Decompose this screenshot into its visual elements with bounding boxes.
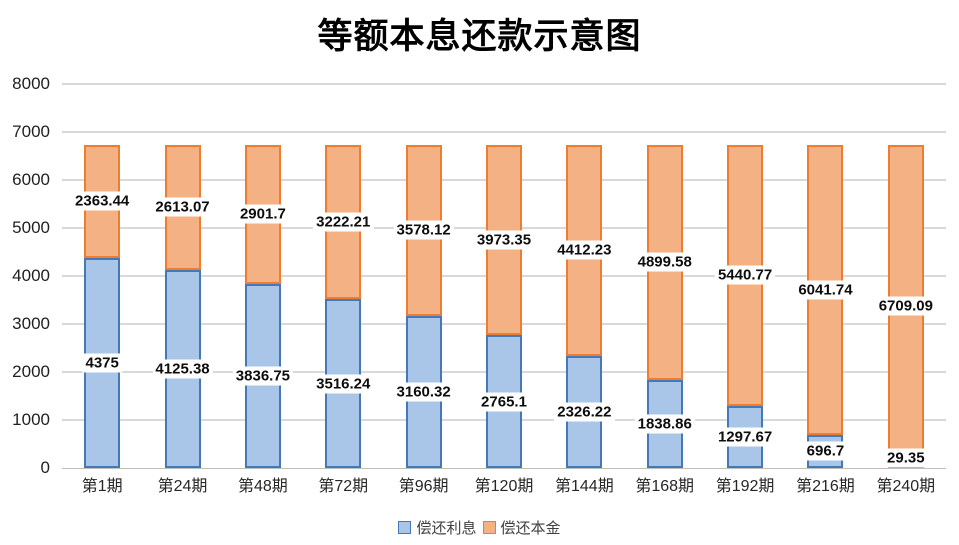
gridline bbox=[62, 131, 946, 133]
interest-value-label: 3160.32 bbox=[393, 382, 454, 402]
x-tick-label: 第48期 bbox=[237, 478, 288, 495]
y-tick-label: 6000 bbox=[12, 170, 50, 189]
x-tick-label: 第72期 bbox=[318, 478, 369, 495]
principal-value-label: 2901.7 bbox=[236, 204, 289, 224]
interest-value-label: 1297.67 bbox=[714, 427, 776, 447]
x-tick-label: 第192期 bbox=[715, 478, 775, 495]
interest-value-label: 696.7 bbox=[803, 441, 848, 461]
principal-value-label: 6709.09 bbox=[875, 296, 936, 316]
principal-value-label: 2363.44 bbox=[72, 191, 133, 211]
interest-value-label: 3516.24 bbox=[313, 374, 374, 394]
x-tick-label: 第1期 bbox=[81, 478, 123, 495]
chart-title: 等额本息还款示意图 bbox=[317, 17, 642, 56]
bar bbox=[486, 144, 522, 468]
principal-value-label: 3222.21 bbox=[313, 212, 374, 232]
bar bbox=[164, 144, 201, 468]
principal-value-label: 4899.58 bbox=[634, 252, 695, 272]
y-tick-label: 0 bbox=[40, 458, 50, 477]
plot-area: 4375 2363.44 4125.38 2613.07 3836.75 2901.7 35… bbox=[62, 83, 946, 469]
principal-value-label: 6041.74 bbox=[795, 280, 856, 300]
legend-label-principal: 偿还本金 bbox=[500, 520, 561, 537]
principal-value-label: 2613.07 bbox=[152, 197, 213, 217]
principal-swatch-icon bbox=[482, 521, 496, 534]
interest-value-label: 4125.38 bbox=[152, 359, 213, 379]
interest-value-label: 2765.1 bbox=[478, 392, 530, 412]
interest-value-label: 1838.86 bbox=[634, 414, 695, 434]
principal-value-label: 4412.23 bbox=[554, 240, 615, 260]
interest-value-label: 2326.22 bbox=[554, 402, 615, 422]
y-tick-label: 1000 bbox=[12, 410, 50, 429]
bar bbox=[244, 144, 281, 468]
bar bbox=[807, 144, 844, 468]
x-tick-label: 第24期 bbox=[157, 478, 208, 495]
y-tick-label: 5000 bbox=[12, 218, 50, 237]
legend-item-interest: 偿还利息 bbox=[398, 517, 477, 538]
x-tick-label: 第240期 bbox=[876, 478, 936, 495]
interest-value-label: 29.35 bbox=[884, 448, 928, 468]
principal-value-label: 5440.77 bbox=[714, 265, 776, 285]
x-tick-label: 第120期 bbox=[474, 478, 534, 495]
legend-item-principal: 偿还本金 bbox=[482, 517, 561, 538]
x-tick-label: 第216期 bbox=[796, 478, 855, 495]
interest-swatch-icon bbox=[398, 521, 412, 534]
bar bbox=[405, 144, 442, 468]
y-tick-label: 8000 bbox=[12, 74, 50, 93]
principal-value-label: 3578.12 bbox=[393, 220, 454, 240]
y-tick-label: 3000 bbox=[12, 314, 50, 333]
interest-value-label: 4375 bbox=[82, 353, 122, 373]
x-tick-label: 第168期 bbox=[635, 478, 695, 495]
y-tick-label: 4000 bbox=[12, 266, 50, 285]
x-axis-line bbox=[62, 467, 946, 469]
x-tick-label: 第144期 bbox=[555, 478, 614, 495]
bar bbox=[727, 144, 764, 468]
y-axis: 8000 7000 6000 5000 4000 3000 2000 1000 0 bbox=[0, 75, 56, 477]
legend-label-interest: 偿还利息 bbox=[416, 520, 477, 537]
interest-value-label: 3836.75 bbox=[232, 366, 294, 386]
gridline bbox=[62, 83, 946, 85]
y-tick-label: 2000 bbox=[12, 362, 50, 381]
bar bbox=[325, 144, 362, 468]
principal-value-label: 3973.35 bbox=[473, 230, 535, 250]
y-tick-label: 7000 bbox=[12, 122, 50, 141]
x-tick-label: 第96期 bbox=[398, 478, 449, 495]
x-axis: 第1期 第24期 第48期 第72期 第96期 第120期 第144期 第168期 第192期 第… bbox=[62, 476, 946, 498]
legend: 偿还利息 偿还本金 bbox=[0, 517, 959, 538]
